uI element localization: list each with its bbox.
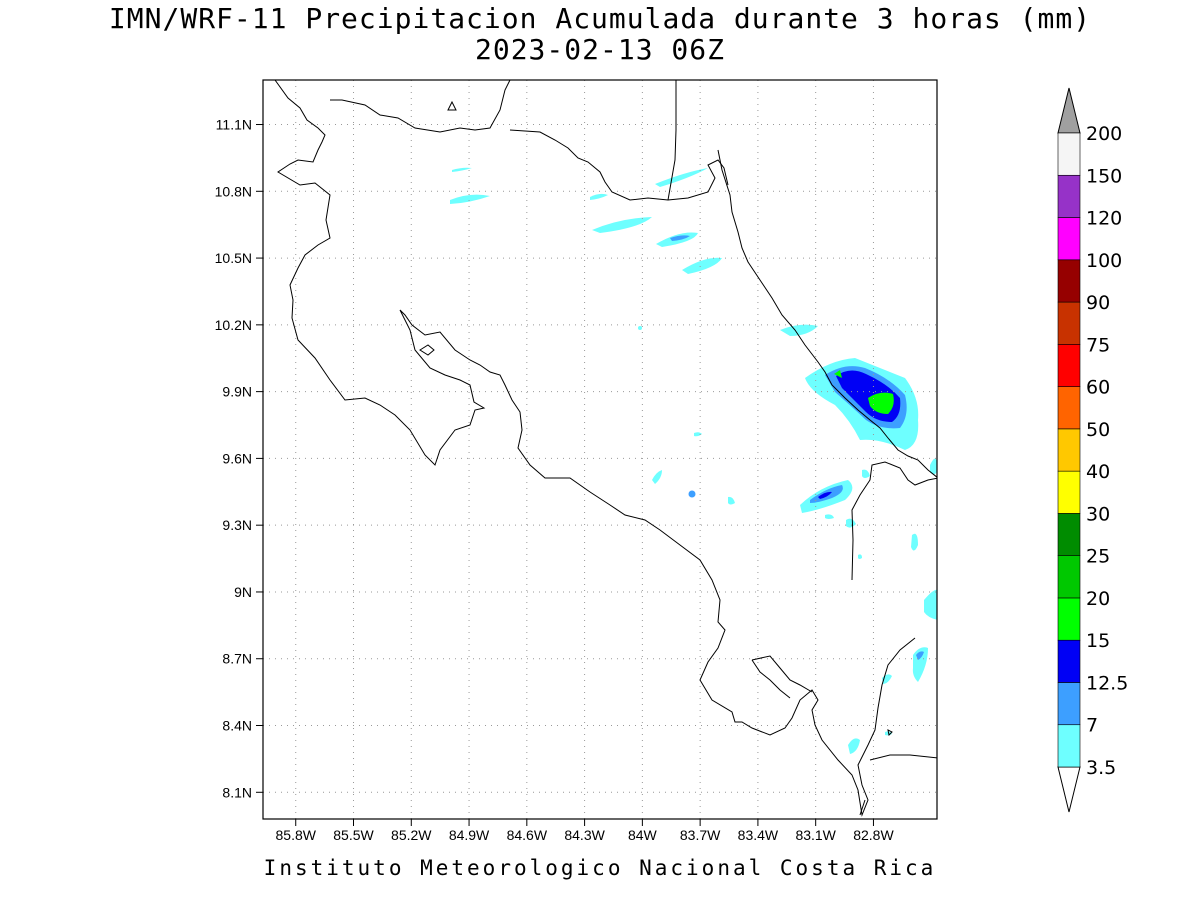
colorbar-segment [1057, 259, 1081, 303]
colorbar-segment [1057, 344, 1081, 387]
colorbar-segment [1057, 597, 1081, 641]
colorbar: 3.5 7 12.5 15 20 25 30 40 50 60 75 90 100 120 150 200 [1057, 87, 1128, 813]
colorbar-segment [1057, 724, 1081, 768]
lat-tick-label: 9N [234, 584, 252, 600]
lat-tick-label: 8.4N [222, 718, 252, 734]
lat-axis: 11.1N 10.8N 10.5N 10.2N 9.9N 9.6N 9.3N 9N 8.7N 8.… [215, 117, 263, 800]
lon-axis: 85.8W 85.5W 85.2W 84.9W 84.6W 84.3W 84W 83.7W 83… [276, 819, 894, 843]
lat-tick-label: 9.9N [222, 384, 252, 400]
colorbar-label: 12.5 [1086, 672, 1128, 694]
lat-tick-label: 8.7N [222, 651, 252, 667]
colorbar-segment [1057, 174, 1081, 218]
colorbar-segment [1057, 513, 1081, 556]
colorbar-label: 3.5 [1086, 757, 1116, 779]
lon-tick-label: 83.1W [795, 827, 836, 843]
lon-tick-label: 84W [628, 827, 658, 843]
colorbar-label: 15 [1086, 630, 1110, 652]
colorbar-segment [1057, 428, 1081, 472]
lat-tick-label: 10.5N [215, 250, 252, 266]
lon-tick-label: 85.5W [333, 827, 374, 843]
lon-tick-label: 83.7W [680, 827, 721, 843]
lon-tick-label: 85.2W [391, 827, 432, 843]
lon-tick-label: 85.8W [276, 827, 317, 843]
colorbar-label: 40 [1086, 461, 1110, 483]
colorbar-label: 200 [1086, 123, 1122, 145]
colorbar-label: 30 [1086, 503, 1110, 525]
colorbar-segment [1057, 470, 1081, 514]
colorbar-label: 50 [1086, 419, 1110, 441]
lon-tick-label: 84.3W [564, 827, 605, 843]
lat-tick-label: 9.6N [222, 450, 252, 466]
colorbar-segment [1057, 301, 1081, 345]
colorbar-label: 150 [1086, 165, 1122, 187]
colorbar-label: 120 [1086, 208, 1122, 230]
colorbar-segment [1057, 132, 1081, 176]
lat-tick-label: 10.2N [215, 317, 252, 333]
precip-field [450, 167, 937, 754]
map-title: IMN/WRF-11 Precipitacion Acumulada duran… [108, 2, 1092, 35]
colorbar-segment [1057, 682, 1081, 726]
map-frame [262, 79, 938, 820]
lat-tick-label: 9.3N [222, 517, 252, 533]
lon-tick-label: 84.6W [507, 827, 548, 843]
colorbar-label: 90 [1086, 292, 1110, 314]
lon-tick-label: 82.8W [853, 827, 894, 843]
colorbar-label: 100 [1086, 250, 1122, 272]
colorbar-segment [1057, 386, 1081, 430]
lon-tick-label: 83.4W [738, 827, 779, 843]
map-grid [263, 80, 937, 819]
colorbar-segment [1057, 639, 1081, 683]
colorbar-segment [1057, 217, 1081, 261]
lat-tick-label: 11.1N [216, 117, 252, 133]
map-date: 2023-02-13 06Z [474, 33, 725, 66]
colorbar-label: 25 [1086, 546, 1110, 568]
lat-tick-label: 10.8N [215, 183, 252, 199]
coastline [274, 80, 937, 817]
colorbar-under-arrow [1057, 766, 1081, 813]
colorbar-over-arrow [1057, 87, 1081, 134]
colorbar-label: 75 [1086, 334, 1110, 356]
footer-credit: Instituto Meteorologico Nacional Costa R… [263, 856, 937, 880]
lat-tick-label: 8.1N [222, 784, 252, 800]
colorbar-label: 7 [1086, 715, 1098, 737]
colorbar-label: 20 [1086, 588, 1110, 610]
colorbar-segment [1057, 555, 1081, 599]
lon-tick-label: 84.9W [449, 827, 490, 843]
colorbar-label: 60 [1086, 377, 1110, 399]
